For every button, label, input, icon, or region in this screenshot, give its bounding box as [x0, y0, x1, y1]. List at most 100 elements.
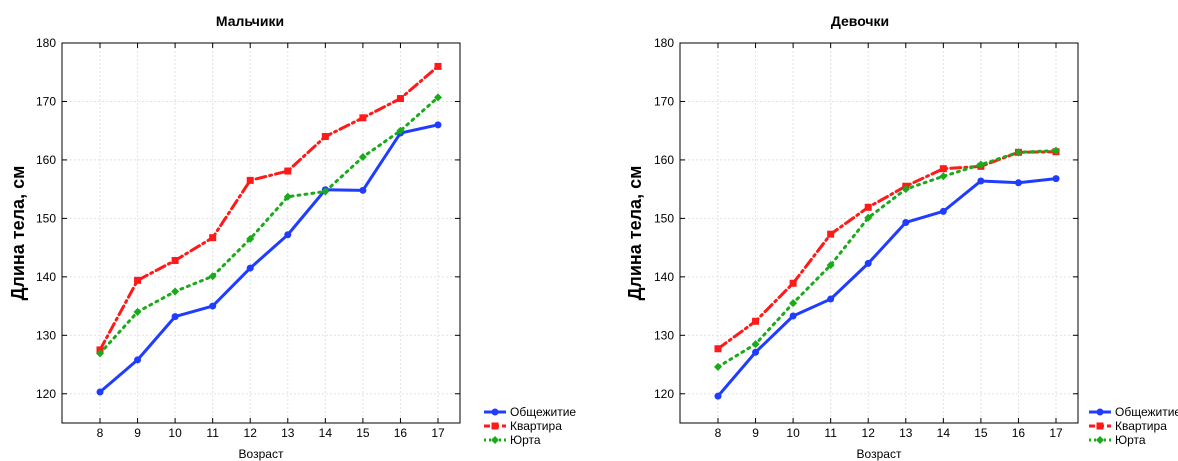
data-point [714, 392, 722, 400]
y-tick-label: 120 [654, 387, 674, 401]
plot-frame [679, 42, 1079, 424]
x-tick-label: 10 [168, 426, 182, 440]
data-point [133, 307, 142, 316]
y-tick-label: 140 [654, 270, 674, 284]
data-point [246, 176, 254, 184]
legend-label: Общежитие [510, 405, 576, 419]
data-point [751, 340, 760, 349]
legend-label: Квартира [510, 419, 562, 433]
x-axis-label: Возраст [857, 447, 902, 461]
data-point [826, 261, 835, 270]
data-point [283, 192, 292, 201]
data-point [396, 126, 405, 135]
data-point [902, 218, 910, 226]
x-tick-label: 9 [752, 426, 759, 440]
data-point [901, 185, 910, 194]
data-point [714, 345, 722, 353]
data-point [246, 234, 255, 243]
data-point [939, 207, 947, 215]
chart-panel-2: 120 130 140 150 160 170 180 8 9 10 11 12 13 14 15 16 17 Д… [625, 13, 1178, 461]
data-point [359, 186, 367, 194]
y-tick-label: 160 [36, 153, 56, 167]
data-point [1052, 175, 1060, 183]
data-point [171, 256, 179, 264]
y-tick-label: 170 [654, 94, 674, 108]
data-point [434, 121, 442, 129]
data-point [864, 259, 872, 267]
data-point [171, 287, 180, 296]
data-point [977, 177, 985, 185]
data-point [134, 276, 142, 284]
legend-label: Квартира [1115, 419, 1167, 433]
y-tick-label: 140 [36, 270, 56, 284]
data-point [246, 264, 254, 272]
y-tick-label: 150 [36, 211, 56, 225]
data-point [752, 317, 760, 325]
x-tick-label: 12 [244, 426, 258, 440]
y-tick-label: 150 [654, 211, 674, 225]
y-axis-label: Длина тела, см [8, 166, 28, 301]
data-point [864, 213, 873, 222]
data-point [1014, 179, 1022, 187]
data-point [209, 234, 217, 242]
x-tick-label: 11 [824, 426, 837, 440]
x-tick-label: 17 [1049, 426, 1063, 440]
y-tick-label: 180 [654, 36, 674, 50]
legend-label: Юрта [510, 433, 541, 447]
legend-label: Общежитие [1115, 405, 1178, 419]
x-tick-label: 13 [281, 426, 295, 440]
data-point [434, 62, 442, 70]
data-point [171, 313, 179, 321]
legend-label: Юрта [1115, 433, 1146, 447]
y-tick-label: 120 [36, 387, 56, 401]
data-point [321, 133, 329, 141]
x-axis-label: Возраст [239, 447, 284, 461]
data-point [714, 362, 722, 371]
legend-marker [1096, 436, 1104, 444]
legend-marker [1096, 422, 1104, 430]
data-point [208, 272, 217, 281]
x-tick-label: 9 [134, 426, 141, 440]
data-point [434, 93, 442, 102]
x-tick-label: 12 [862, 426, 876, 440]
y-tick-label: 170 [36, 94, 56, 108]
data-point [827, 295, 835, 303]
y-tick-label: 130 [654, 328, 674, 342]
x-tick-label: 10 [786, 426, 800, 440]
x-tick-label: 14 [937, 426, 951, 440]
y-tick-label: 160 [654, 153, 674, 167]
data-point [134, 356, 142, 364]
legend-marker [1096, 408, 1104, 416]
series-line-3 [716, 149, 1058, 369]
x-tick-label: 15 [974, 426, 988, 440]
x-tick-label: 16 [1012, 426, 1026, 440]
legend-marker [491, 422, 499, 430]
x-tick-label: 16 [394, 426, 408, 440]
y-tick-label: 130 [36, 328, 56, 342]
data-point [789, 299, 798, 308]
data-point [939, 172, 948, 181]
data-point [358, 153, 367, 161]
legend-marker [491, 436, 499, 444]
data-point [359, 114, 367, 122]
data-point [396, 95, 404, 103]
data-point [321, 187, 330, 196]
series-line-2 [98, 64, 440, 352]
series-line-1 [716, 177, 1058, 398]
data-point [284, 167, 292, 175]
y-axis-label: Длина тела, см [625, 166, 645, 301]
data-point [939, 165, 947, 173]
legend-marker [491, 408, 499, 416]
plot-frame [61, 42, 461, 424]
data-point [789, 279, 797, 287]
x-tick-label: 11 [206, 426, 219, 440]
data-point [827, 230, 835, 238]
series-line-3 [98, 95, 440, 355]
data-point [96, 388, 104, 396]
x-tick-label: 13 [899, 426, 913, 440]
data-point [789, 312, 797, 320]
x-tick-label: 15 [356, 426, 370, 440]
data-point [209, 302, 217, 310]
